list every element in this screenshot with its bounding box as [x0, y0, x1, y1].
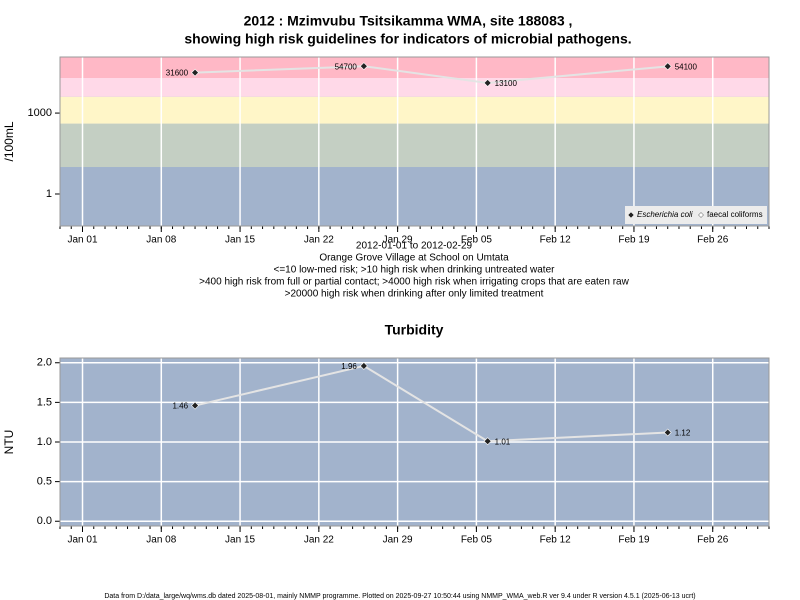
- data-point: [359, 62, 368, 71]
- data-point: [663, 428, 672, 437]
- risk-band: [60, 123, 769, 168]
- x-tick-label: Jan 29: [383, 535, 413, 546]
- legend-marker: [628, 212, 634, 218]
- data-point: [191, 68, 199, 77]
- chart-title: Turbidity: [385, 322, 444, 338]
- x-tick-label: Jan 08: [146, 235, 176, 246]
- x-tick-label: Feb 26: [697, 535, 729, 546]
- note: 2012-01-01 to 2012-02-29: [356, 241, 473, 252]
- x-tick-label: Feb 19: [618, 235, 650, 246]
- data-label: 31600: [166, 69, 189, 78]
- y-tick-label: 1.0: [37, 436, 52, 448]
- x-tick-label: Jan 01: [67, 235, 97, 246]
- data-point: [663, 62, 672, 71]
- x-tick-label: Jan 29: [383, 235, 413, 246]
- risk-band: [60, 96, 769, 124]
- x-tick-label: Feb 26: [697, 235, 729, 246]
- x-tick-label: Jan 01: [67, 535, 97, 546]
- data-label: 1.96: [341, 362, 357, 371]
- chart-title: showing high risk guidelines for indicat…: [184, 31, 631, 47]
- y-tick-label: 1000: [28, 107, 52, 119]
- legend-label: Escherichia coli: [637, 210, 693, 219]
- series-line: [195, 65, 668, 84]
- note: <=10 low-med risk; >10 high risk when dr…: [274, 265, 556, 276]
- plot-border: [59, 357, 770, 527]
- data-label: 54700: [335, 62, 358, 71]
- x-tick-label: Feb 05: [461, 235, 493, 246]
- y-tick-label: 1: [46, 188, 52, 200]
- data-label: 1.01: [495, 437, 511, 446]
- data-point: [483, 437, 492, 446]
- x-tick-label: Feb 19: [618, 535, 650, 546]
- x-tick-label: Feb 12: [540, 235, 572, 246]
- risk-band: [60, 77, 769, 97]
- y-tick-label: 2.0: [37, 357, 52, 369]
- x-tick-label: Feb 12: [540, 535, 572, 546]
- y-tick-label: 1.5: [37, 396, 52, 408]
- x-tick-label: Feb 05: [461, 535, 493, 546]
- x-tick-label: Jan 15: [225, 535, 255, 546]
- y-tick-label: 0.5: [37, 476, 52, 488]
- data-label: 13100: [495, 79, 518, 88]
- note: >400 high risk from full or partial cont…: [199, 277, 629, 288]
- data-point: [359, 362, 368, 370]
- note: >20000 high risk when drinking after onl…: [285, 289, 544, 300]
- data-label: 1.46: [172, 402, 188, 411]
- x-tick-label: Jan 15: [225, 235, 255, 246]
- series-line: [194, 364, 668, 443]
- x-tick-label: Jan 22: [304, 535, 334, 546]
- data-point: [191, 401, 199, 410]
- y-axis-label: NTU: [2, 430, 16, 455]
- data-label: 54100: [675, 62, 698, 71]
- x-tick-label: Jan 08: [146, 535, 176, 546]
- y-axis-label: /100mL: [2, 121, 16, 161]
- plot-border: [59, 56, 770, 227]
- legend-label: faecal coliforms: [707, 210, 763, 219]
- data-label: 1.12: [675, 429, 691, 438]
- note: Orange Grove Village at School on Umtata: [319, 253, 509, 264]
- x-tick-label: Jan 22: [304, 235, 334, 246]
- legend-box: [625, 206, 767, 224]
- footer: Data from D:/data_large/wq/wms.db dated …: [104, 593, 695, 600]
- y-tick-label: 0.0: [37, 515, 52, 527]
- data-point: [483, 79, 492, 87]
- chart-title: 2012 : Mzimvubu Tsitsikamma WMA, site 18…: [244, 13, 573, 29]
- legend-marker: [698, 212, 704, 218]
